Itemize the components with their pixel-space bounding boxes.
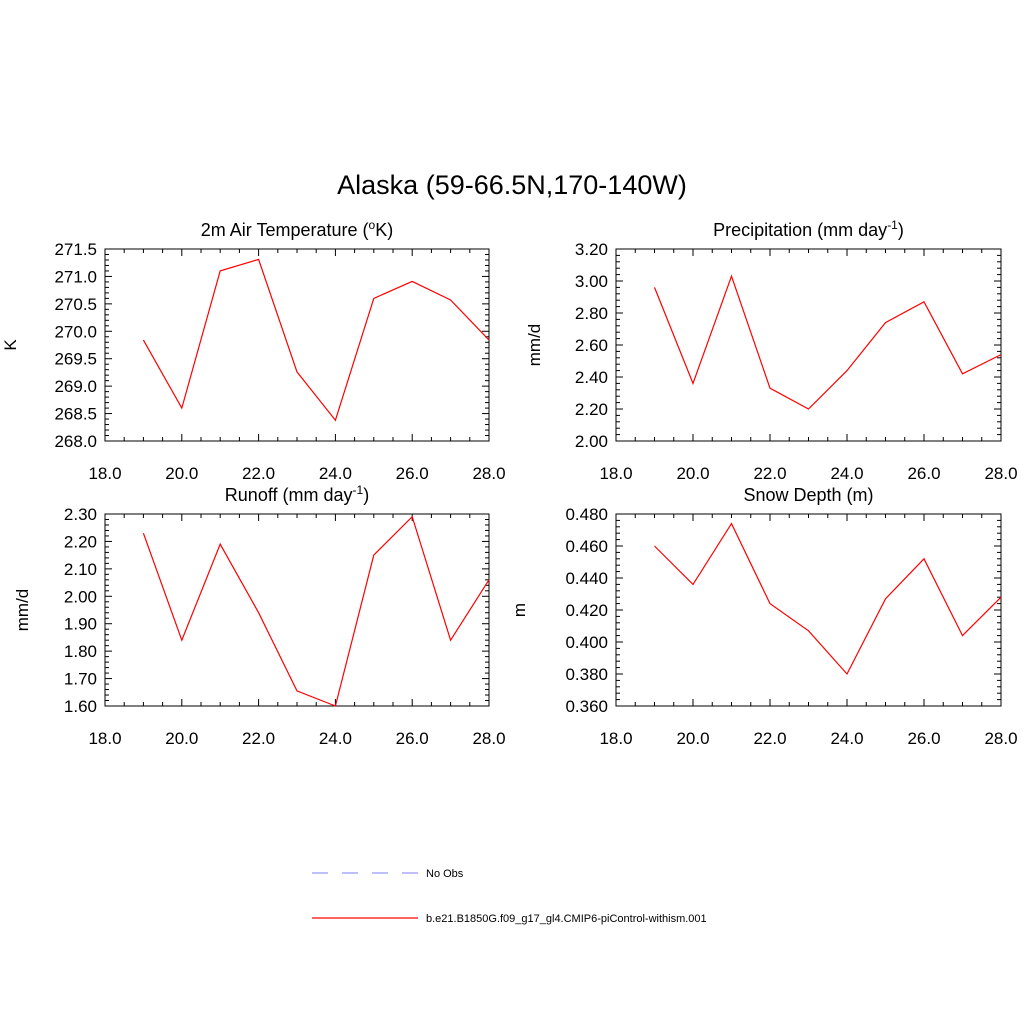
chart-panel: 18.0 20.0 22.0 24.0 26.0 28.0 0.360 0.380 0.400 0… xyxy=(510,485,1018,748)
y-tick-label: 1.70 xyxy=(64,670,97,689)
x-tick-label: 18.0 xyxy=(599,464,632,483)
plot-frame xyxy=(615,513,1002,707)
y-tick-label: 1.80 xyxy=(64,642,97,661)
y-tick-label: 2.60 xyxy=(575,336,608,355)
panel-title: Precipitation (mm day-1) xyxy=(713,218,904,240)
x-tick-label: 22.0 xyxy=(242,464,275,483)
x-tick-label: 20.0 xyxy=(165,464,198,483)
panel-title-tail: ) xyxy=(898,220,904,240)
plot-frame xyxy=(104,248,490,442)
y-tick-label: 1.60 xyxy=(64,697,97,716)
y-tick-label: 2.20 xyxy=(575,400,608,419)
panel-title-main: Snow Depth (m) xyxy=(743,485,873,505)
y-tick-label: 1.90 xyxy=(64,615,97,634)
x-tick-label: 28.0 xyxy=(984,729,1017,748)
y-tick-label: 0.360 xyxy=(565,697,608,716)
y-axis-label: mm/d xyxy=(13,589,32,632)
panel-title: Snow Depth (m) xyxy=(743,485,873,505)
y-tick-label: 268.5 xyxy=(54,405,97,424)
y-tick-label: 271.0 xyxy=(54,267,97,286)
panel-title-tail: K) xyxy=(375,220,393,240)
x-tick-label: 20.0 xyxy=(165,729,198,748)
series-line xyxy=(142,515,490,707)
x-tick-label: 24.0 xyxy=(319,729,352,748)
x-tick-label: 28.0 xyxy=(472,464,505,483)
panel-title-superscript: o xyxy=(369,218,376,232)
y-tick-label: 0.380 xyxy=(565,665,608,684)
y-tick-label: 269.0 xyxy=(54,377,97,396)
x-tick-label: 18.0 xyxy=(88,464,121,483)
chart-panel: 18.0 20.0 22.0 24.0 26.0 28.0 268.0 268.5 269.0 2… xyxy=(1,218,506,483)
panel-title: 2m Air Temperature (oK) xyxy=(201,218,393,240)
y-tick-label: 268.0 xyxy=(54,432,97,451)
panel-title-main: Precipitation (mm day xyxy=(713,220,887,240)
x-tick-label: 22.0 xyxy=(242,729,275,748)
chart-panel: 18.0 20.0 22.0 24.0 26.0 28.0 1.60 1.70 1.80 1.90… xyxy=(13,483,506,748)
panels: 18.0 20.0 22.0 24.0 26.0 28.0 268.0 268.5 269.0 2… xyxy=(1,218,1018,748)
y-tick-label: 2.20 xyxy=(64,532,97,551)
y-tick-label: 0.400 xyxy=(565,633,608,652)
x-tick-label: 18.0 xyxy=(599,729,632,748)
x-tick-label: 28.0 xyxy=(984,464,1017,483)
y-tick-label: 2.80 xyxy=(575,304,608,323)
y-tick-label: 269.5 xyxy=(54,350,97,369)
y-axis-label: m xyxy=(510,603,529,617)
chart-panel: 18.0 20.0 22.0 24.0 26.0 28.0 2.00 2.20 2.40 2.60… xyxy=(525,218,1018,483)
x-tick-label: 24.0 xyxy=(830,464,863,483)
panel-title-superscript: -1 xyxy=(887,218,898,232)
y-tick-label: 3.00 xyxy=(575,272,608,291)
plot-frame xyxy=(615,248,1002,442)
y-tick-label: 0.460 xyxy=(565,537,608,556)
panel-title-superscript: -1 xyxy=(353,483,364,497)
series-line xyxy=(654,522,1002,676)
y-tick-label: 2.00 xyxy=(64,587,97,606)
x-tick-label: 22.0 xyxy=(753,464,786,483)
x-tick-label: 20.0 xyxy=(676,464,709,483)
x-tick-label: 20.0 xyxy=(676,729,709,748)
y-tick-label: 2.10 xyxy=(64,560,97,579)
x-tick-label: 24.0 xyxy=(830,729,863,748)
series-line xyxy=(142,258,490,422)
y-tick-label: 3.20 xyxy=(575,240,608,259)
x-tick-label: 24.0 xyxy=(319,464,352,483)
panel-title-tail: ) xyxy=(363,485,369,505)
y-tick-label: 2.00 xyxy=(575,432,608,451)
y-tick-label: 270.0 xyxy=(54,322,97,341)
series-line xyxy=(653,274,1002,410)
legend: No Obs b.e21.B1850G.f09_g17_gl4.CMIP6-piC… xyxy=(312,868,707,925)
y-tick-label: 271.5 xyxy=(54,240,97,259)
x-tick-label: 26.0 xyxy=(396,464,429,483)
panel-title-main: Runoff (mm day xyxy=(225,485,353,505)
figure-title: Alaska (59-66.5N,170-140W) xyxy=(337,170,687,200)
x-tick-label: 26.0 xyxy=(907,464,940,483)
legend-label: No Obs xyxy=(426,868,464,880)
x-tick-label: 26.0 xyxy=(907,729,940,748)
y-tick-label: 0.420 xyxy=(565,601,608,620)
y-tick-label: 270.5 xyxy=(54,295,97,314)
y-axis-label: mm/d xyxy=(525,324,544,367)
x-tick-label: 28.0 xyxy=(472,729,505,748)
x-tick-label: 22.0 xyxy=(753,729,786,748)
y-tick-label: 2.40 xyxy=(575,368,608,387)
y-tick-label: 0.480 xyxy=(565,505,608,524)
x-tick-label: 26.0 xyxy=(396,729,429,748)
panel-title: Runoff (mm day-1) xyxy=(225,483,369,505)
legend-label: b.e21.B1850G.f09_g17_gl4.CMIP6-piControl… xyxy=(426,913,707,925)
panel-title-main: 2m Air Temperature ( xyxy=(201,220,369,240)
y-axis-label: K xyxy=(1,339,20,351)
y-tick-label: 2.30 xyxy=(64,505,97,524)
y-tick-label: 0.440 xyxy=(565,569,608,588)
plot-frame xyxy=(104,513,490,707)
x-tick-label: 18.0 xyxy=(88,729,121,748)
